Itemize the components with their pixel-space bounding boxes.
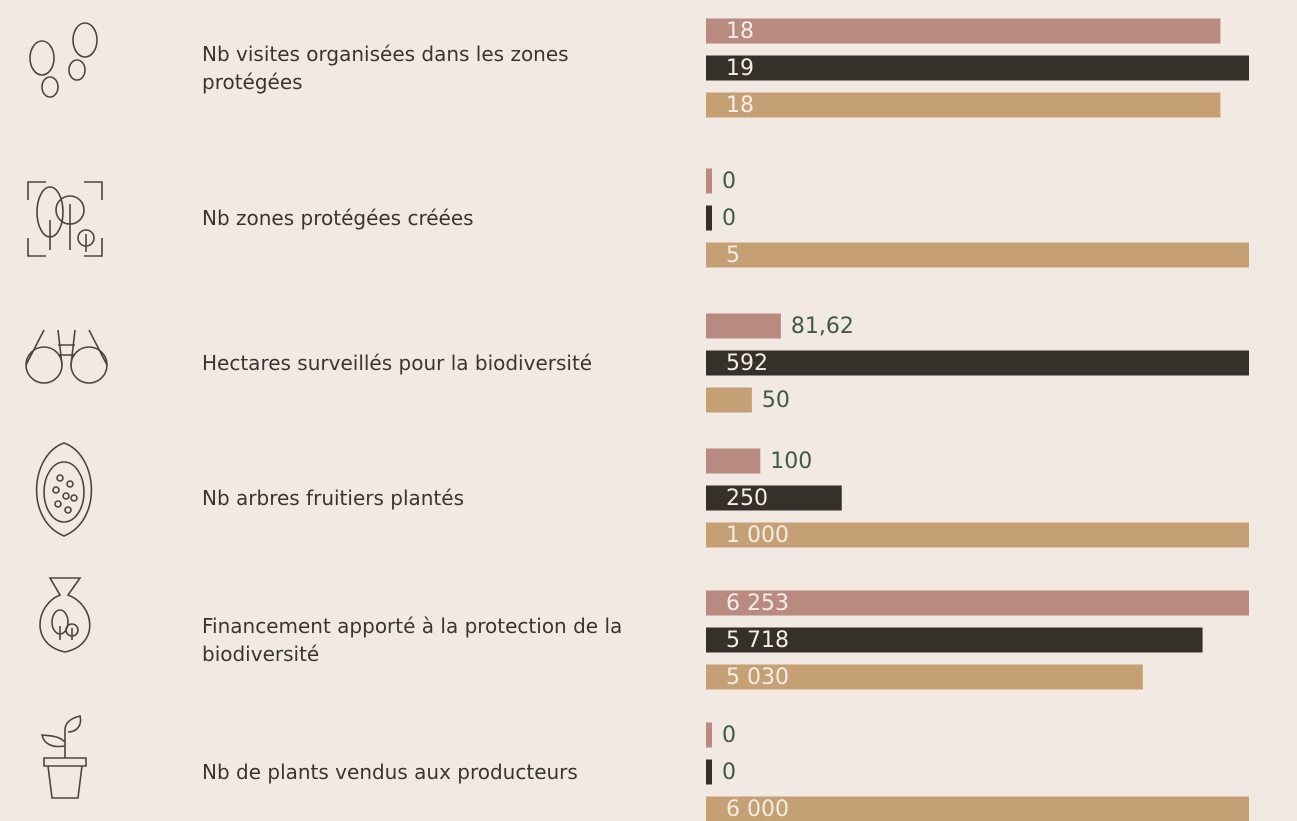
bar xyxy=(706,313,781,339)
icon-plant xyxy=(40,715,87,799)
bar xyxy=(706,722,712,748)
bar xyxy=(706,350,1249,376)
bar xyxy=(706,55,1249,81)
row-label: Nb arbres fruitiers plantés xyxy=(202,486,465,510)
value-label: 1 000 xyxy=(726,523,789,548)
bar xyxy=(706,92,1221,118)
bar xyxy=(706,387,752,413)
value-label: 0 xyxy=(722,206,736,231)
value-label: 0 xyxy=(722,169,736,194)
value-label: 592 xyxy=(726,351,768,376)
bar xyxy=(706,664,1143,690)
value-label: 18 xyxy=(726,93,754,118)
icon-papaya xyxy=(35,442,93,537)
value-label: 50 xyxy=(762,388,790,413)
value-label: 0 xyxy=(722,723,736,748)
row-label: Nb visites organisées dans les zones pro… xyxy=(202,42,569,94)
icon-footprints xyxy=(29,22,98,98)
value-label: 100 xyxy=(770,449,812,474)
value-label: 250 xyxy=(726,486,768,511)
bar xyxy=(706,242,1249,268)
row-label: Hectares surveillés pour la biodiversité xyxy=(202,351,593,375)
bar xyxy=(706,448,761,474)
value-label: 6 000 xyxy=(726,797,789,821)
bar xyxy=(706,627,1203,653)
bar xyxy=(706,168,712,194)
bar xyxy=(706,522,1249,548)
value-label: 6 253 xyxy=(726,591,789,616)
value-label: 5 030 xyxy=(726,665,789,690)
bar xyxy=(706,485,842,511)
value-label: 81,62 xyxy=(791,314,854,339)
row-label: Financement apporté à la protection de l… xyxy=(202,614,623,666)
icon-money-bag xyxy=(39,577,91,653)
value-label: 19 xyxy=(726,56,754,81)
icon-trees xyxy=(27,181,103,257)
row-label: Nb zones protégées créées xyxy=(202,206,474,230)
value-label: 5 xyxy=(726,243,740,268)
value-label: 5 718 xyxy=(726,628,789,653)
value-label: 18 xyxy=(726,19,754,44)
bar xyxy=(706,796,1249,821)
icon-binoculars xyxy=(25,329,108,384)
bar xyxy=(706,205,712,231)
bar xyxy=(706,759,712,785)
value-label: 0 xyxy=(722,760,736,785)
bar xyxy=(706,590,1249,616)
bar xyxy=(706,18,1221,44)
row-label: Nb de plants vendus aux producteurs xyxy=(202,760,578,784)
